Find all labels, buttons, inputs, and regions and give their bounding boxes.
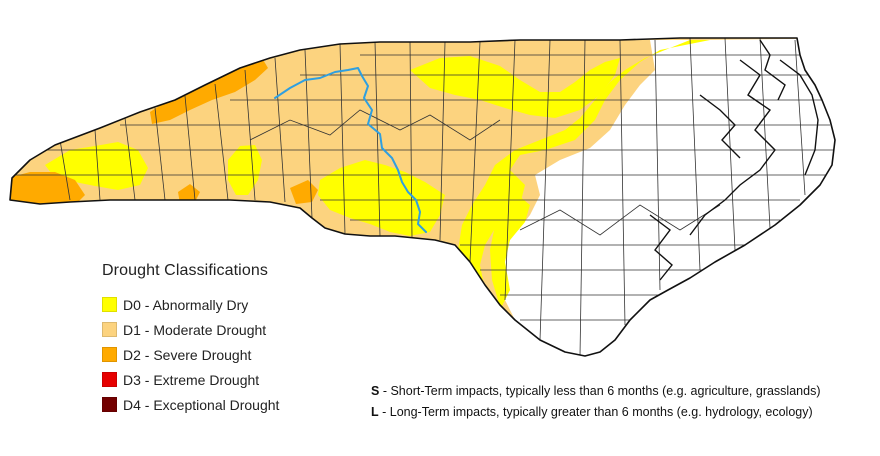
legend-title: Drought Classifications: [102, 262, 268, 279]
impact-key-s: S: [371, 384, 380, 398]
legend-item-d4: D4 - Exceptional Drought: [102, 392, 279, 417]
state-outline: [9, 37, 836, 357]
legend-label-d4: D4 - Exceptional Drought: [123, 396, 280, 413]
legend-item-d3: D3 - Extreme Drought: [102, 367, 279, 392]
legend-swatch-d1: [102, 322, 117, 337]
legend-label-d1: D1 - Moderate Drought: [123, 321, 267, 338]
legend-item-d1: D1 - Moderate Drought: [102, 317, 279, 342]
impact-notes: S - Short-Term impacts, typically less t…: [371, 381, 820, 423]
legend-item-d2: D2 - Severe Drought: [102, 342, 279, 367]
legend: Drought Classifications D0 - Abnormally …: [102, 262, 279, 417]
d0-area: [410, 56, 620, 118]
d0-area: [318, 160, 445, 236]
d0-area: [490, 195, 530, 310]
legend-label-d2: D2 - Severe Drought: [123, 346, 252, 363]
legend-label-d3: D3 - Extreme Drought: [123, 371, 260, 388]
d2-area: [178, 184, 200, 204]
d2-area: [150, 58, 268, 124]
county-lines: [10, 38, 835, 356]
river: [274, 67, 427, 233]
impact-key-l: L: [371, 405, 379, 419]
coastline-detail: [649, 39, 819, 281]
impact-text-s: - Short-Term impacts, typically less tha…: [379, 384, 821, 398]
legend-item-d0: D0 - Abnormally Dry: [102, 292, 279, 317]
impact-note-long-term: L - Long-Term impacts, typically greater…: [371, 402, 820, 423]
legend-swatch-d3: [102, 372, 117, 387]
legend-swatch-d0: [102, 297, 117, 312]
impact-text-l: - Long-Term impacts, typically greater t…: [378, 405, 813, 419]
legend-swatch-d4: [102, 397, 117, 412]
impact-note-short-term: S - Short-Term impacts, typically less t…: [371, 381, 820, 402]
legend-swatch-d2: [102, 347, 117, 362]
d0-area: [45, 142, 148, 190]
legend-label-d0: D0 - Abnormally Dry: [123, 296, 249, 313]
